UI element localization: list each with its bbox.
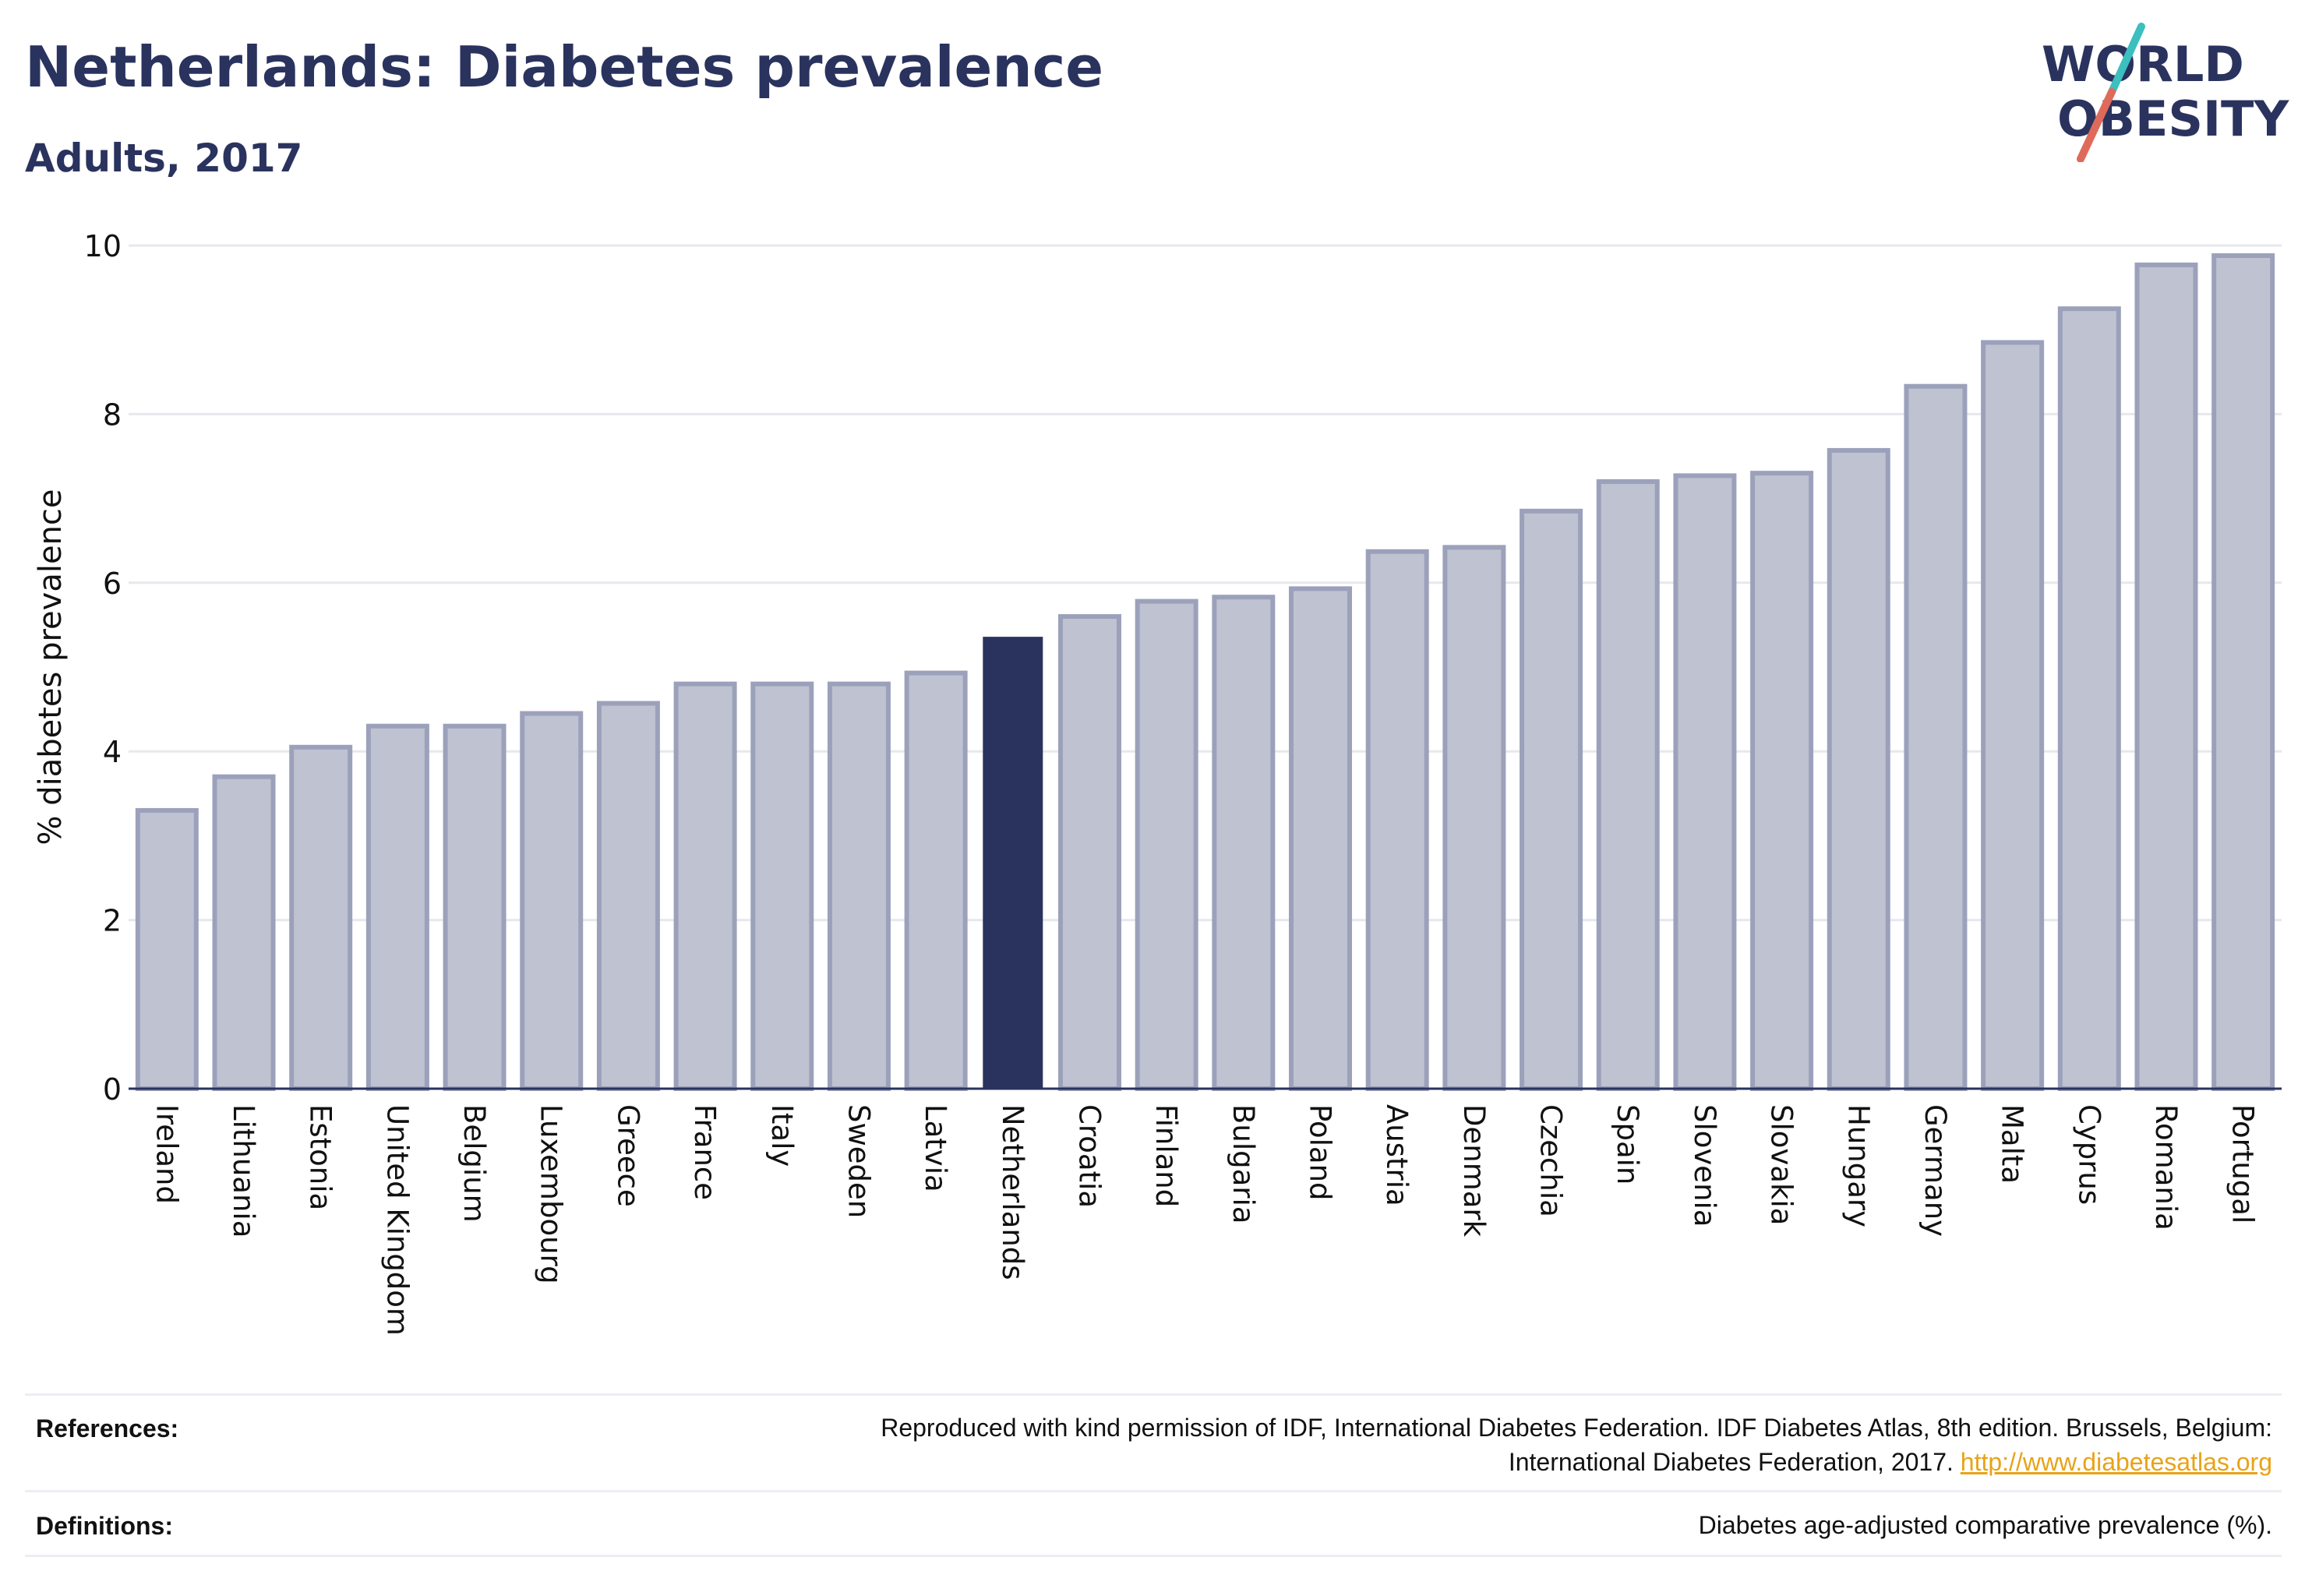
logo-slash-top [2108, 23, 2145, 96]
x-tick-label: Sweden [842, 1104, 875, 1218]
bar-slovakia [1750, 471, 1814, 1091]
bar-denmark [1442, 545, 1506, 1091]
bar-sweden [827, 681, 891, 1091]
bar-united-kingdom [365, 723, 429, 1091]
bar-cyprus [2057, 306, 2121, 1091]
bar-france [673, 681, 737, 1091]
footer-rule-bottom [25, 1555, 2282, 1557]
x-tick-label: Bulgaria [1227, 1104, 1260, 1223]
x-tick-label: Netherlands [996, 1104, 1029, 1280]
y-tick-label: 6 [103, 567, 122, 601]
bar-portugal [2211, 252, 2275, 1091]
bar-luxembourg [520, 711, 584, 1091]
references-line2-wrap: International Diabetes Federation, 2017.… [881, 1445, 2272, 1479]
definitions-text: Diabetes age-adjusted comparative preval… [1698, 1511, 2272, 1539]
references-label: References: [36, 1414, 179, 1442]
references-text: Reproduced with kind permission of IDF, … [881, 1411, 2272, 1479]
x-tick-label: Estonia [304, 1104, 337, 1210]
x-tick-label: Belgium [457, 1104, 491, 1223]
x-tick-label: Slovakia [1765, 1104, 1798, 1225]
bar-netherlands [983, 637, 1043, 1089]
bar-germany [1904, 383, 1968, 1092]
bar-belgium [443, 723, 507, 1091]
references-link[interactable]: http://www.diabetesatlas.org [1960, 1448, 2272, 1476]
footer-rule-top [25, 1393, 2282, 1396]
bar-estonia [289, 744, 353, 1091]
x-tick-label: Portugal [2226, 1104, 2260, 1223]
x-tick-label: Spain [1611, 1104, 1644, 1185]
bar-czechia [1520, 508, 1583, 1091]
x-tick-label: Lithuania [227, 1104, 260, 1238]
x-tick-label: Germany [1918, 1104, 1952, 1237]
references-line1: Reproduced with kind permission of IDF, … [881, 1414, 2272, 1442]
bar-chart: 0 2 4 6 8 10 Ireland Lithuania Estonia United Ki… [33, 229, 2282, 1336]
footer-rule-middle [25, 1490, 2282, 1492]
chart-title: Netherlands: Diabetes prevalence [25, 34, 1104, 100]
x-tick-label: Malta [1996, 1104, 2029, 1184]
references-line2: International Diabetes Federation, 2017. [1508, 1448, 1954, 1476]
bar-finland [1135, 598, 1198, 1091]
x-tick-label: Cyprus [2072, 1104, 2106, 1205]
x-tick-label: Greece [611, 1104, 644, 1207]
x-tick-label: United Kingdom [380, 1104, 414, 1336]
bar-italy [750, 681, 814, 1091]
x-tick-label: Finland [1149, 1104, 1183, 1207]
y-axis-label: % diabetes prevalence [33, 489, 69, 845]
x-tick-label: Czechia [1534, 1104, 1568, 1217]
bar-romania [2134, 262, 2198, 1092]
bar-spain [1596, 478, 1660, 1091]
bar-lithuania [212, 774, 276, 1091]
logo-text-line1: WORLD [2042, 36, 2244, 93]
bar-poland [1289, 586, 1353, 1091]
x-tick-label: Slovenia [1688, 1104, 1721, 1227]
x-axis-ticks: Ireland Lithuania Estonia United Kingdom Bel… [150, 1104, 2259, 1336]
y-axis-ticks: 0 2 4 6 8 10 [84, 229, 122, 1107]
x-tick-label: Croatia [1072, 1104, 1106, 1208]
chart-subtitle: Adults, 2017 [25, 136, 303, 181]
y-tick-label: 4 [103, 735, 122, 769]
bar-slovenia [1673, 473, 1737, 1091]
bar-ireland [135, 807, 199, 1091]
bar-malta [1981, 340, 2045, 1091]
bar-hungary [1827, 447, 1890, 1091]
bar-croatia [1057, 614, 1121, 1091]
definitions-label: Definitions: [36, 1512, 173, 1540]
bar-austria [1365, 549, 1429, 1091]
x-tick-label: Austria [1380, 1104, 1414, 1206]
bars [135, 252, 2275, 1092]
y-tick-label: 8 [103, 397, 122, 432]
bar-greece [596, 701, 660, 1091]
world-obesity-logo: WORLD OBESITY [2026, 22, 2291, 163]
x-tick-label: Romania [2149, 1104, 2183, 1231]
x-tick-label: Latvia [919, 1104, 952, 1192]
bar-latvia [904, 670, 968, 1091]
x-tick-label: Hungary [1841, 1104, 1875, 1227]
y-tick-label: 10 [84, 229, 122, 263]
x-tick-label: Italy [765, 1104, 799, 1167]
logo-slash-bottom [2077, 88, 2116, 163]
x-tick-label: Poland [1304, 1104, 1337, 1201]
x-tick-label: France [688, 1104, 722, 1200]
y-tick-label: 0 [103, 1072, 122, 1107]
y-tick-label: 2 [103, 904, 122, 938]
bar-bulgaria [1212, 595, 1276, 1091]
x-tick-label: Luxembourg [535, 1104, 568, 1284]
x-tick-label: Ireland [150, 1104, 183, 1204]
x-tick-label: Denmark [1457, 1104, 1491, 1238]
